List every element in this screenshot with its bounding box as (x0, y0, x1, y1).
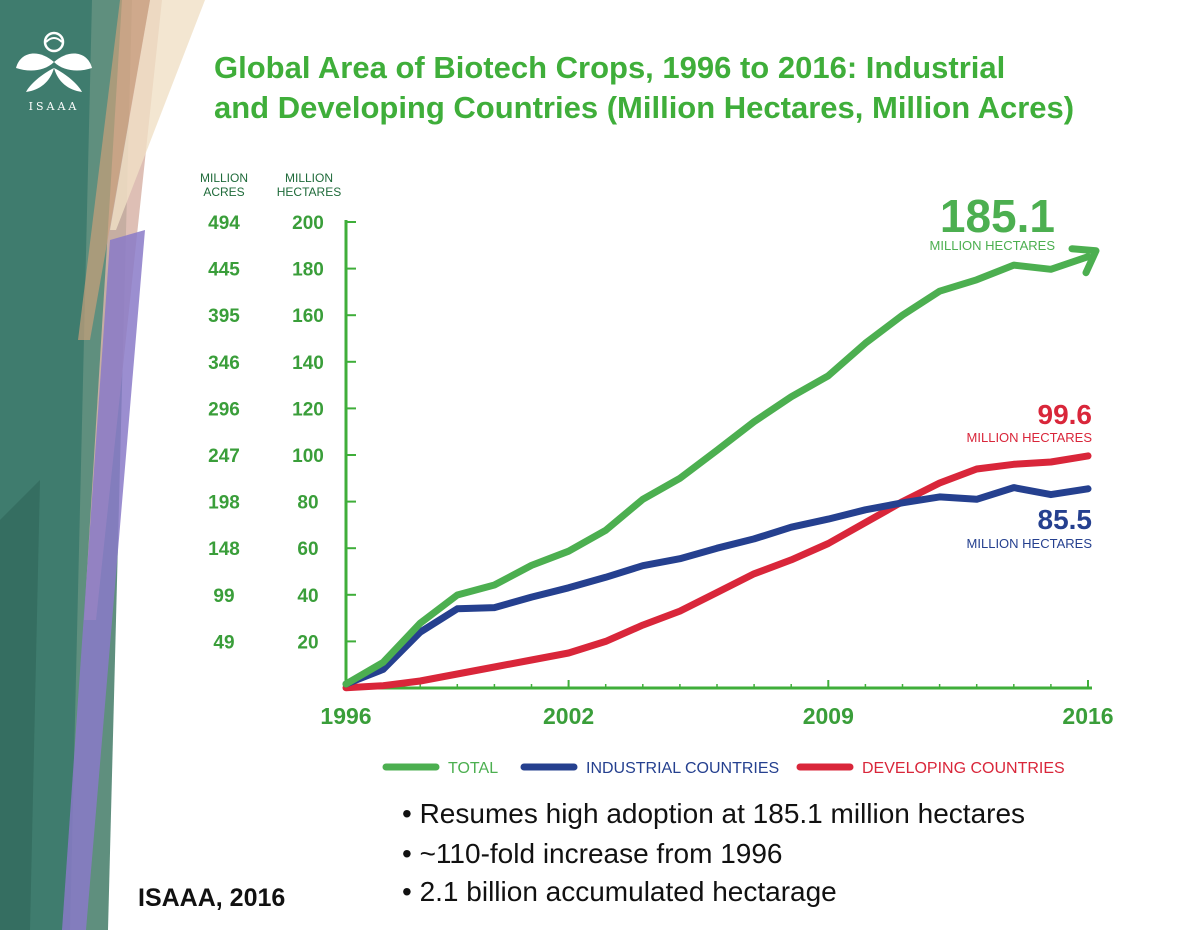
hectare-tick-label: 120 (292, 399, 324, 420)
leaf-logo-icon (16, 31, 92, 92)
series-line-total (342, 253, 1092, 688)
legend-label-industrial: INDUSTRIAL COUNTRIES (586, 760, 779, 777)
bullet-fold-increase: • ~110-fold increase from 1996 (402, 838, 783, 869)
legend-label-total: TOTAL (448, 760, 498, 777)
acres-tick-label: 445 (208, 260, 240, 281)
bullet-accumulated: • 2.1 billion accumulated hectarage (402, 876, 837, 907)
annotation-value-total: 185.1 (940, 190, 1055, 242)
annotation-unit-developing: MILLION HECTARES (967, 430, 1093, 445)
total-arrow-head (1068, 245, 1100, 277)
annotation-value-industrial: 85.5 (1038, 504, 1093, 535)
acres-tick-label: 49 (213, 632, 234, 653)
slide-title-line-1: Global Area of Biotech Crops, 1996 to 20… (214, 50, 1006, 85)
acres-tick-label: 296 (208, 399, 240, 420)
acres-tick-label: 346 (208, 353, 240, 374)
y-axis-hectare-ticks: 20 40 60 80 100 120 140 160 180 200 (292, 213, 324, 653)
hectare-tick-label: 140 (292, 353, 324, 374)
hectare-tick-label: 160 (292, 306, 324, 327)
chart-axes (344, 220, 1092, 690)
annotation-unit-total: MILLION HECTARES (930, 238, 1056, 253)
x-tick-label: 2002 (543, 703, 594, 729)
annotation-value-developing: 99.6 (1038, 399, 1093, 430)
y-header-line: MILLION (285, 171, 333, 185)
hectare-tick-label: 200 (292, 213, 324, 234)
hectare-tick-label: 100 (292, 446, 324, 467)
series-line-industrial (342, 484, 1092, 688)
legend: TOTAL INDUSTRIAL COUNTRIES DEVELOPING COUN… (382, 760, 1065, 777)
x-tick-label: 2016 (1062, 703, 1113, 729)
acres-tick-label: 494 (208, 213, 240, 234)
series-lines (342, 245, 1100, 692)
x-axis-ticks: 1996 2002 2009 2016 (320, 680, 1114, 729)
acres-tick-label: 247 (208, 446, 240, 467)
hectare-tick-label: 60 (297, 539, 318, 560)
hectare-tick-label: 20 (297, 632, 318, 653)
slide-title-line-2: and Developing Countries (Million Hectar… (214, 90, 1075, 125)
acres-tick-label: 148 (208, 539, 240, 560)
bullet-adoption: • Resumes high adoption at 185.1 million… (402, 798, 1026, 829)
annotation-unit-industrial: MILLION HECTARES (967, 536, 1093, 551)
acres-tick-label: 198 (208, 493, 240, 514)
y-axis-acres-ticks: 49 99 148 198 247 296 346 395 445 494 (208, 213, 240, 653)
x-tick-label: 2009 (803, 703, 854, 729)
acres-tick-label: 395 (208, 306, 240, 327)
hectare-tick-label: 40 (297, 586, 318, 607)
source-citation: ISAAA, 2016 (138, 884, 286, 912)
x-tick-label: 1996 (320, 703, 371, 729)
y-header-line: ACRES (203, 185, 244, 199)
series-line-developing (342, 452, 1092, 692)
decorative-stripe (0, 0, 205, 930)
acres-tick-label: 99 (213, 586, 234, 607)
isaaa-logo: ISAAA (8, 28, 100, 128)
hectare-tick-label: 80 (297, 493, 318, 514)
legend-label-developing: DEVELOPING COUNTRIES (862, 760, 1065, 777)
y-header-line: HECTARES (277, 185, 341, 199)
logo-text: ISAAA (28, 100, 80, 113)
hectare-tick-label: 180 (292, 260, 324, 281)
y-header-line: MILLION (200, 171, 248, 185)
